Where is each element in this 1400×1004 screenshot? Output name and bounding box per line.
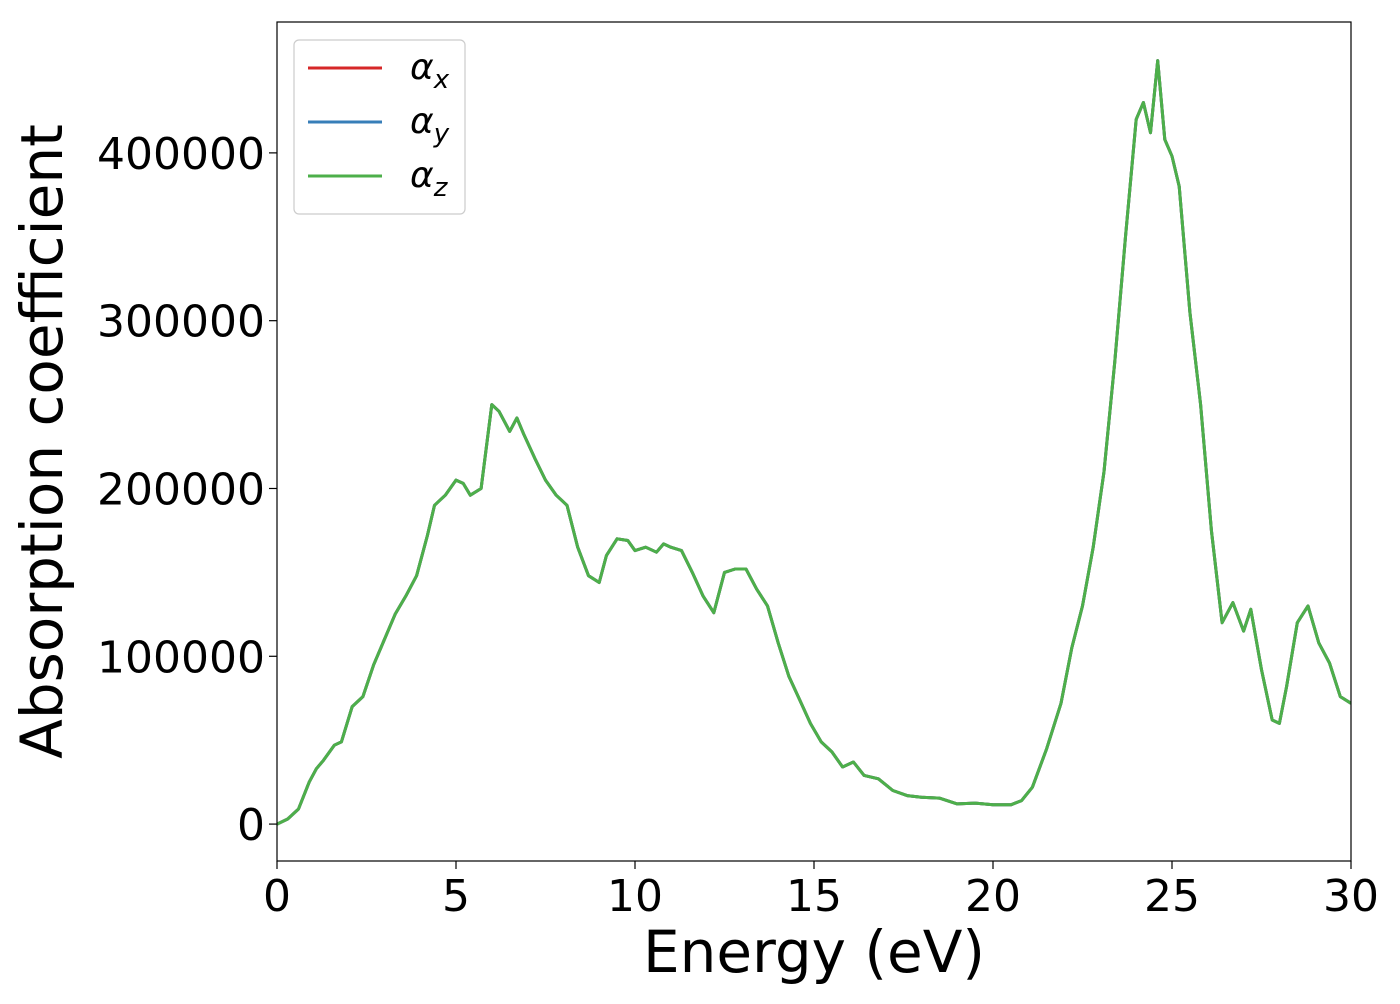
legend-label-x: αx [410, 47, 450, 95]
legend-label-z: αz [410, 155, 449, 203]
y-tick-label: 100000 [97, 632, 265, 683]
x-tick-label: 20 [965, 871, 1021, 922]
y-axis-label: Absorption coefficient [8, 124, 76, 759]
legend-box [293, 39, 466, 215]
x-axis-label: Energy (eV) [643, 918, 985, 986]
x-tick-label: 30 [1323, 871, 1379, 922]
y-tick-label: 400000 [97, 129, 265, 180]
y-axis: 0 100000 200000 300000 400000 [97, 129, 277, 851]
legend-label-y: αy [410, 101, 450, 149]
x-tick-label: 5 [442, 871, 470, 922]
series-layer [277, 59, 1351, 826]
x-tick-label: 10 [607, 871, 663, 922]
x-tick-label: 15 [786, 871, 842, 922]
legend: αx αy αz [293, 39, 466, 215]
x-tick-label: 25 [1144, 871, 1200, 922]
y-tick-label: 200000 [97, 464, 265, 515]
y-tick-label: 0 [237, 800, 265, 851]
series-line-2 [277, 59, 1351, 826]
y-tick-label: 300000 [97, 297, 265, 348]
x-axis: 0 5 10 15 20 25 30 [263, 861, 1379, 922]
x-tick-label: 0 [263, 871, 291, 922]
